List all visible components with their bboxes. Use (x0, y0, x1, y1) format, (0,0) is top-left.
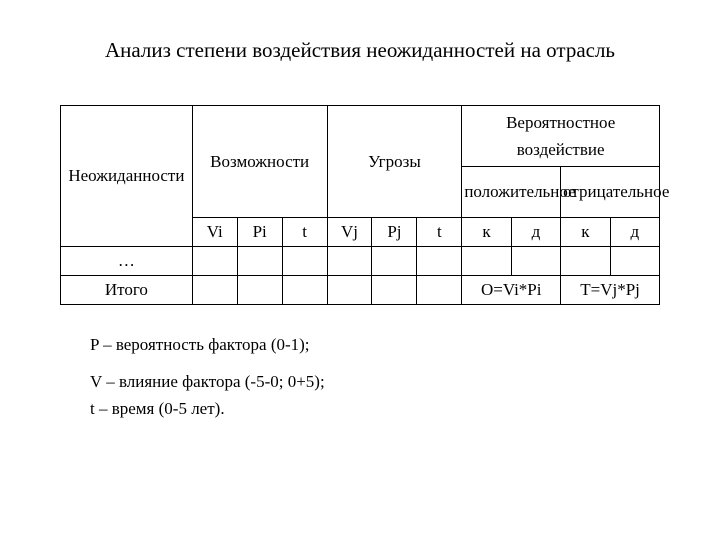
cell-empty (237, 276, 282, 305)
cell-empty (462, 247, 511, 276)
header-probabilistic-impact: Вероятностное воздействие (462, 106, 660, 167)
header-vi: Vi (192, 218, 237, 247)
cell-empty (192, 247, 237, 276)
cell-empty (327, 276, 372, 305)
cell-total-pos: O=Vi*Pi (462, 276, 561, 305)
cell-empty (561, 247, 610, 276)
table-header-row-1: Неожиданности Возможности Угрозы Вероятн… (61, 106, 660, 167)
table-row-total: Итого O=Vi*Pi T=Vj*Pj (61, 276, 660, 305)
cell-empty (372, 276, 417, 305)
header-t2: t (417, 218, 462, 247)
header-k2: к (561, 218, 610, 247)
header-pj: Pj (372, 218, 417, 247)
page: Анализ степени воздействия неожиданносте… (0, 0, 720, 540)
cell-total-neg: T=Vj*Pj (561, 276, 660, 305)
table-row: … (61, 247, 660, 276)
cell-empty (282, 247, 327, 276)
cell-empty (511, 247, 560, 276)
cell-empty (192, 276, 237, 305)
cell-empty (237, 247, 282, 276)
header-positive: положительное (462, 167, 561, 218)
cell-total-label: Итого (61, 276, 193, 305)
cell-empty (417, 276, 462, 305)
header-negative: отрицательное (561, 167, 660, 218)
analysis-table: Неожиданности Возможности Угрозы Вероятн… (60, 105, 660, 305)
header-threats: Угрозы (327, 106, 462, 218)
header-opportunities: Возможности (192, 106, 327, 218)
cell-empty (282, 276, 327, 305)
page-title: Анализ степени воздействия неожиданносте… (60, 38, 660, 63)
notes: P – вероятность фактора (0-1); V – влиян… (60, 331, 660, 423)
header-vj: Vj (327, 218, 372, 247)
header-t1: t (282, 218, 327, 247)
cell-ellipsis: … (61, 247, 193, 276)
cell-empty (327, 247, 372, 276)
cell-empty (417, 247, 462, 276)
header-d1: д (511, 218, 560, 247)
header-k1: к (462, 218, 511, 247)
note-p: P – вероятность фактора (0-1); (90, 331, 660, 358)
cell-empty (610, 247, 659, 276)
note-t: t – время (0-5 лет). (90, 395, 660, 422)
header-pi: Pi (237, 218, 282, 247)
header-unexpected: Неожиданности (61, 106, 193, 247)
cell-empty (372, 247, 417, 276)
header-d2: д (610, 218, 659, 247)
note-v: V – влияние фактора (-5-0; 0+5); (90, 368, 660, 395)
